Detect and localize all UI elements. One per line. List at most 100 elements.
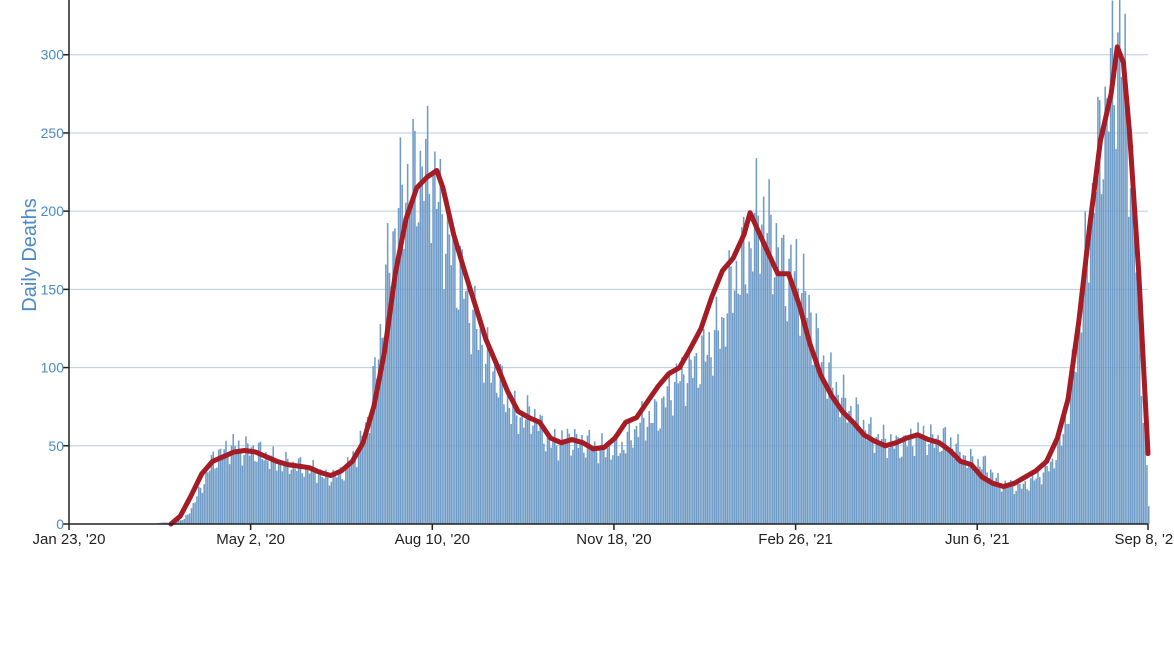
bar bbox=[341, 479, 343, 524]
bar bbox=[214, 469, 216, 524]
bar bbox=[819, 368, 821, 524]
bar bbox=[1108, 132, 1110, 524]
bar bbox=[1050, 462, 1052, 524]
bar bbox=[483, 383, 485, 524]
bar bbox=[812, 365, 814, 524]
bar bbox=[639, 423, 641, 524]
bar bbox=[316, 483, 318, 524]
bar bbox=[886, 458, 888, 524]
bar bbox=[861, 434, 863, 524]
bar bbox=[952, 449, 954, 524]
bar bbox=[974, 472, 976, 524]
bar bbox=[652, 423, 654, 524]
bar bbox=[1092, 183, 1094, 524]
bar bbox=[358, 450, 360, 524]
bar bbox=[478, 350, 480, 524]
bar bbox=[323, 478, 325, 524]
bar bbox=[1039, 477, 1041, 524]
bar bbox=[570, 456, 572, 524]
bar bbox=[609, 446, 611, 524]
bar bbox=[327, 473, 329, 524]
bar bbox=[231, 445, 233, 524]
bar bbox=[912, 446, 914, 524]
bar bbox=[737, 294, 739, 524]
bar bbox=[874, 453, 876, 524]
bar bbox=[843, 375, 845, 524]
bar bbox=[630, 440, 632, 524]
bar bbox=[839, 417, 841, 524]
bar bbox=[236, 450, 238, 524]
bar bbox=[420, 151, 422, 524]
bar bbox=[387, 223, 389, 524]
bar bbox=[659, 428, 661, 524]
bar bbox=[788, 259, 790, 524]
bar bbox=[516, 415, 518, 524]
bar bbox=[332, 470, 334, 524]
bar bbox=[487, 327, 489, 524]
bar bbox=[901, 457, 903, 524]
bar bbox=[329, 486, 331, 524]
bar bbox=[699, 384, 701, 524]
bar bbox=[545, 451, 547, 524]
x-tick-label: Nov 18, '20 bbox=[576, 531, 651, 548]
bar bbox=[345, 464, 347, 524]
bar bbox=[975, 467, 977, 524]
bar bbox=[857, 404, 859, 524]
bar bbox=[941, 451, 943, 524]
bar bbox=[283, 466, 285, 524]
bar bbox=[730, 266, 732, 524]
bar bbox=[485, 364, 487, 524]
bar bbox=[899, 458, 901, 524]
y-tick-label: 0 bbox=[56, 516, 64, 532]
bar bbox=[672, 416, 674, 524]
bar bbox=[885, 439, 887, 524]
bar bbox=[534, 409, 536, 524]
bar bbox=[1081, 333, 1083, 524]
bar bbox=[1101, 194, 1103, 524]
bar bbox=[289, 474, 291, 524]
bar bbox=[425, 139, 427, 524]
bar bbox=[507, 396, 509, 524]
x-tick-label: May 2, '20 bbox=[216, 531, 285, 548]
bar bbox=[846, 423, 848, 524]
bar bbox=[1055, 460, 1057, 524]
bar bbox=[1034, 480, 1036, 524]
bar bbox=[914, 456, 916, 524]
bar bbox=[785, 306, 787, 524]
bar bbox=[997, 473, 999, 524]
bar bbox=[470, 354, 472, 524]
bar bbox=[948, 448, 950, 524]
bar bbox=[558, 460, 560, 524]
bar bbox=[232, 434, 234, 524]
bar bbox=[852, 426, 854, 524]
bar bbox=[194, 502, 196, 524]
bar bbox=[783, 235, 785, 524]
bar bbox=[1133, 209, 1135, 524]
bar bbox=[320, 469, 322, 524]
bar bbox=[1094, 213, 1096, 524]
bar bbox=[445, 254, 447, 524]
bar bbox=[645, 440, 647, 524]
bar bbox=[472, 310, 474, 524]
bar bbox=[1090, 232, 1092, 524]
bar bbox=[529, 406, 531, 524]
bar bbox=[349, 466, 351, 524]
bar bbox=[934, 448, 936, 524]
bar bbox=[832, 388, 834, 524]
bar bbox=[512, 404, 514, 524]
bar bbox=[430, 243, 432, 524]
bar bbox=[999, 483, 1001, 524]
bar bbox=[550, 448, 552, 524]
bar bbox=[663, 396, 665, 524]
bar bbox=[906, 446, 908, 524]
bar bbox=[480, 329, 482, 524]
bar bbox=[1074, 371, 1076, 524]
bar bbox=[229, 464, 231, 524]
bar bbox=[400, 137, 402, 524]
bar bbox=[803, 254, 805, 524]
bar bbox=[254, 461, 256, 524]
bar bbox=[454, 237, 456, 524]
bar bbox=[247, 443, 249, 524]
bar bbox=[251, 447, 253, 524]
bar bbox=[759, 274, 761, 524]
